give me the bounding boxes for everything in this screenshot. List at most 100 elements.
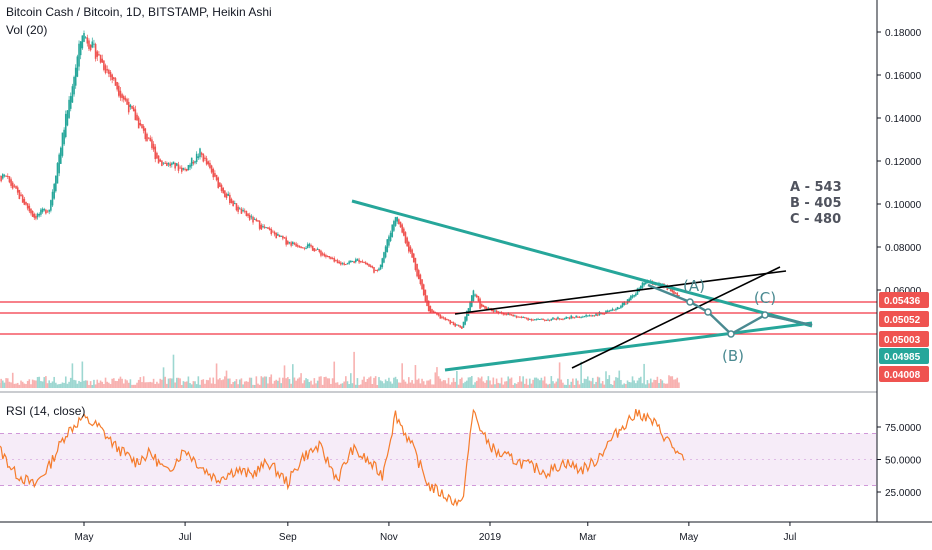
time-axis[interactable]: May Jul Sep Nov 2019 Mar May Jul — [75, 522, 797, 543]
candle-body — [535, 319, 538, 321]
volume-bar — [611, 384, 614, 388]
volume-bar — [552, 381, 554, 388]
volume-bar — [563, 384, 566, 388]
rsi-axis[interactable]: 75.0000 50.0000 25.0000 — [877, 423, 922, 499]
volume-bar — [195, 384, 198, 388]
volume-bar — [227, 378, 229, 388]
volume-bar — [522, 376, 524, 388]
volume-bar — [287, 377, 289, 388]
candle-body — [263, 226, 266, 228]
volume-bar — [601, 381, 604, 388]
candle-body — [671, 289, 674, 293]
candle-body — [494, 310, 496, 312]
rsi-tick-label: 25.0000 — [885, 488, 922, 499]
candle-body — [525, 317, 528, 319]
volume-bar — [53, 376, 55, 388]
volume-bar — [649, 378, 652, 388]
volume-bar — [258, 384, 261, 388]
volume-bar — [159, 378, 162, 388]
candle-body — [305, 247, 307, 249]
trendline[interactable] — [351, 199, 813, 328]
trendline[interactable] — [454, 270, 787, 315]
candle-body — [38, 214, 41, 216]
volume-bar — [615, 377, 617, 388]
volume-bar — [126, 380, 128, 388]
candle-body — [245, 211, 248, 216]
wave-label: (C) — [754, 289, 776, 307]
volume-bar — [282, 377, 284, 388]
candle-body — [560, 318, 563, 320]
volume-bar — [185, 381, 188, 388]
volume-bar — [192, 381, 195, 388]
volume-bar — [103, 383, 105, 388]
candle-body — [283, 237, 286, 239]
candle-body — [296, 245, 299, 247]
volume-bar — [68, 381, 70, 388]
candle-body — [159, 159, 162, 162]
rsi-tick-label: 75.0000 — [885, 423, 922, 434]
volume-bar — [204, 383, 206, 388]
candle-body — [412, 253, 415, 263]
volume-bar — [20, 380, 22, 388]
price-axis[interactable]: 0.18000 0.16000 0.14000 0.12000 0.10000 0.080… — [877, 28, 922, 297]
volume-bar — [194, 381, 196, 388]
volume-bar — [30, 384, 32, 388]
volume-bar — [217, 379, 220, 388]
projected-path-line[interactable] — [647, 283, 813, 336]
volume-bar — [3, 382, 6, 388]
volume-bar — [295, 380, 297, 388]
projected-path-node[interactable] — [727, 330, 735, 338]
candle-body — [439, 314, 442, 319]
price-tick-label: 0.14000 — [885, 114, 922, 125]
candle-body — [108, 69, 110, 74]
candle-body — [212, 168, 215, 178]
projected-path-node[interactable] — [686, 298, 694, 306]
volume-bar — [73, 379, 75, 388]
volume-indicator-label[interactable]: Vol (20) — [6, 23, 48, 37]
volume-bar — [623, 383, 626, 388]
candle-body — [207, 161, 210, 165]
candle-body — [119, 90, 122, 98]
candle-body — [515, 315, 518, 318]
candle-body — [596, 314, 599, 316]
candle-body — [601, 313, 604, 315]
projected-path-node[interactable] — [704, 308, 712, 316]
volume-bar — [613, 380, 616, 388]
candle-body — [74, 67, 77, 86]
candle-body — [620, 305, 622, 309]
wave-label: (B) — [722, 347, 744, 365]
candle-body — [643, 282, 645, 286]
candle-body — [371, 266, 374, 268]
trendline[interactable] — [571, 266, 781, 369]
volume-bar — [292, 364, 294, 388]
price-axis-labels: 0.05436 0.05052 0.05003 0.04985 0.04008 — [879, 292, 929, 382]
candle-body — [457, 324, 460, 327]
volume-bar — [215, 363, 218, 388]
candle-body — [326, 255, 329, 257]
volume-bar — [338, 384, 340, 388]
volume-bar — [353, 351, 355, 388]
candle-body — [268, 228, 271, 230]
wave-count-c: C - 480 — [790, 212, 842, 227]
candle-body — [137, 117, 140, 129]
candle-body — [383, 252, 385, 263]
candle-body — [514, 315, 516, 317]
volume-bar — [214, 383, 216, 388]
candle-body — [53, 183, 55, 199]
trendline[interactable] — [444, 321, 813, 372]
candle-body — [290, 242, 292, 246]
volume-bar — [210, 383, 213, 388]
volume-bar — [257, 383, 259, 388]
volume-bar — [285, 378, 287, 388]
projected-path-node[interactable] — [761, 311, 769, 319]
volume-bar — [167, 378, 170, 388]
symbol-title[interactable]: Bitcoin Cash / Bitcoin, 1D, BITSTAMP, He… — [6, 5, 272, 19]
volume-bar — [391, 383, 394, 388]
volume-bar — [326, 378, 329, 388]
volume-bar — [325, 376, 327, 388]
candle-body — [469, 301, 471, 313]
candle-body — [331, 257, 334, 259]
rsi-indicator-label[interactable]: RSI (14, close) — [6, 404, 86, 418]
candle-body — [293, 242, 296, 245]
